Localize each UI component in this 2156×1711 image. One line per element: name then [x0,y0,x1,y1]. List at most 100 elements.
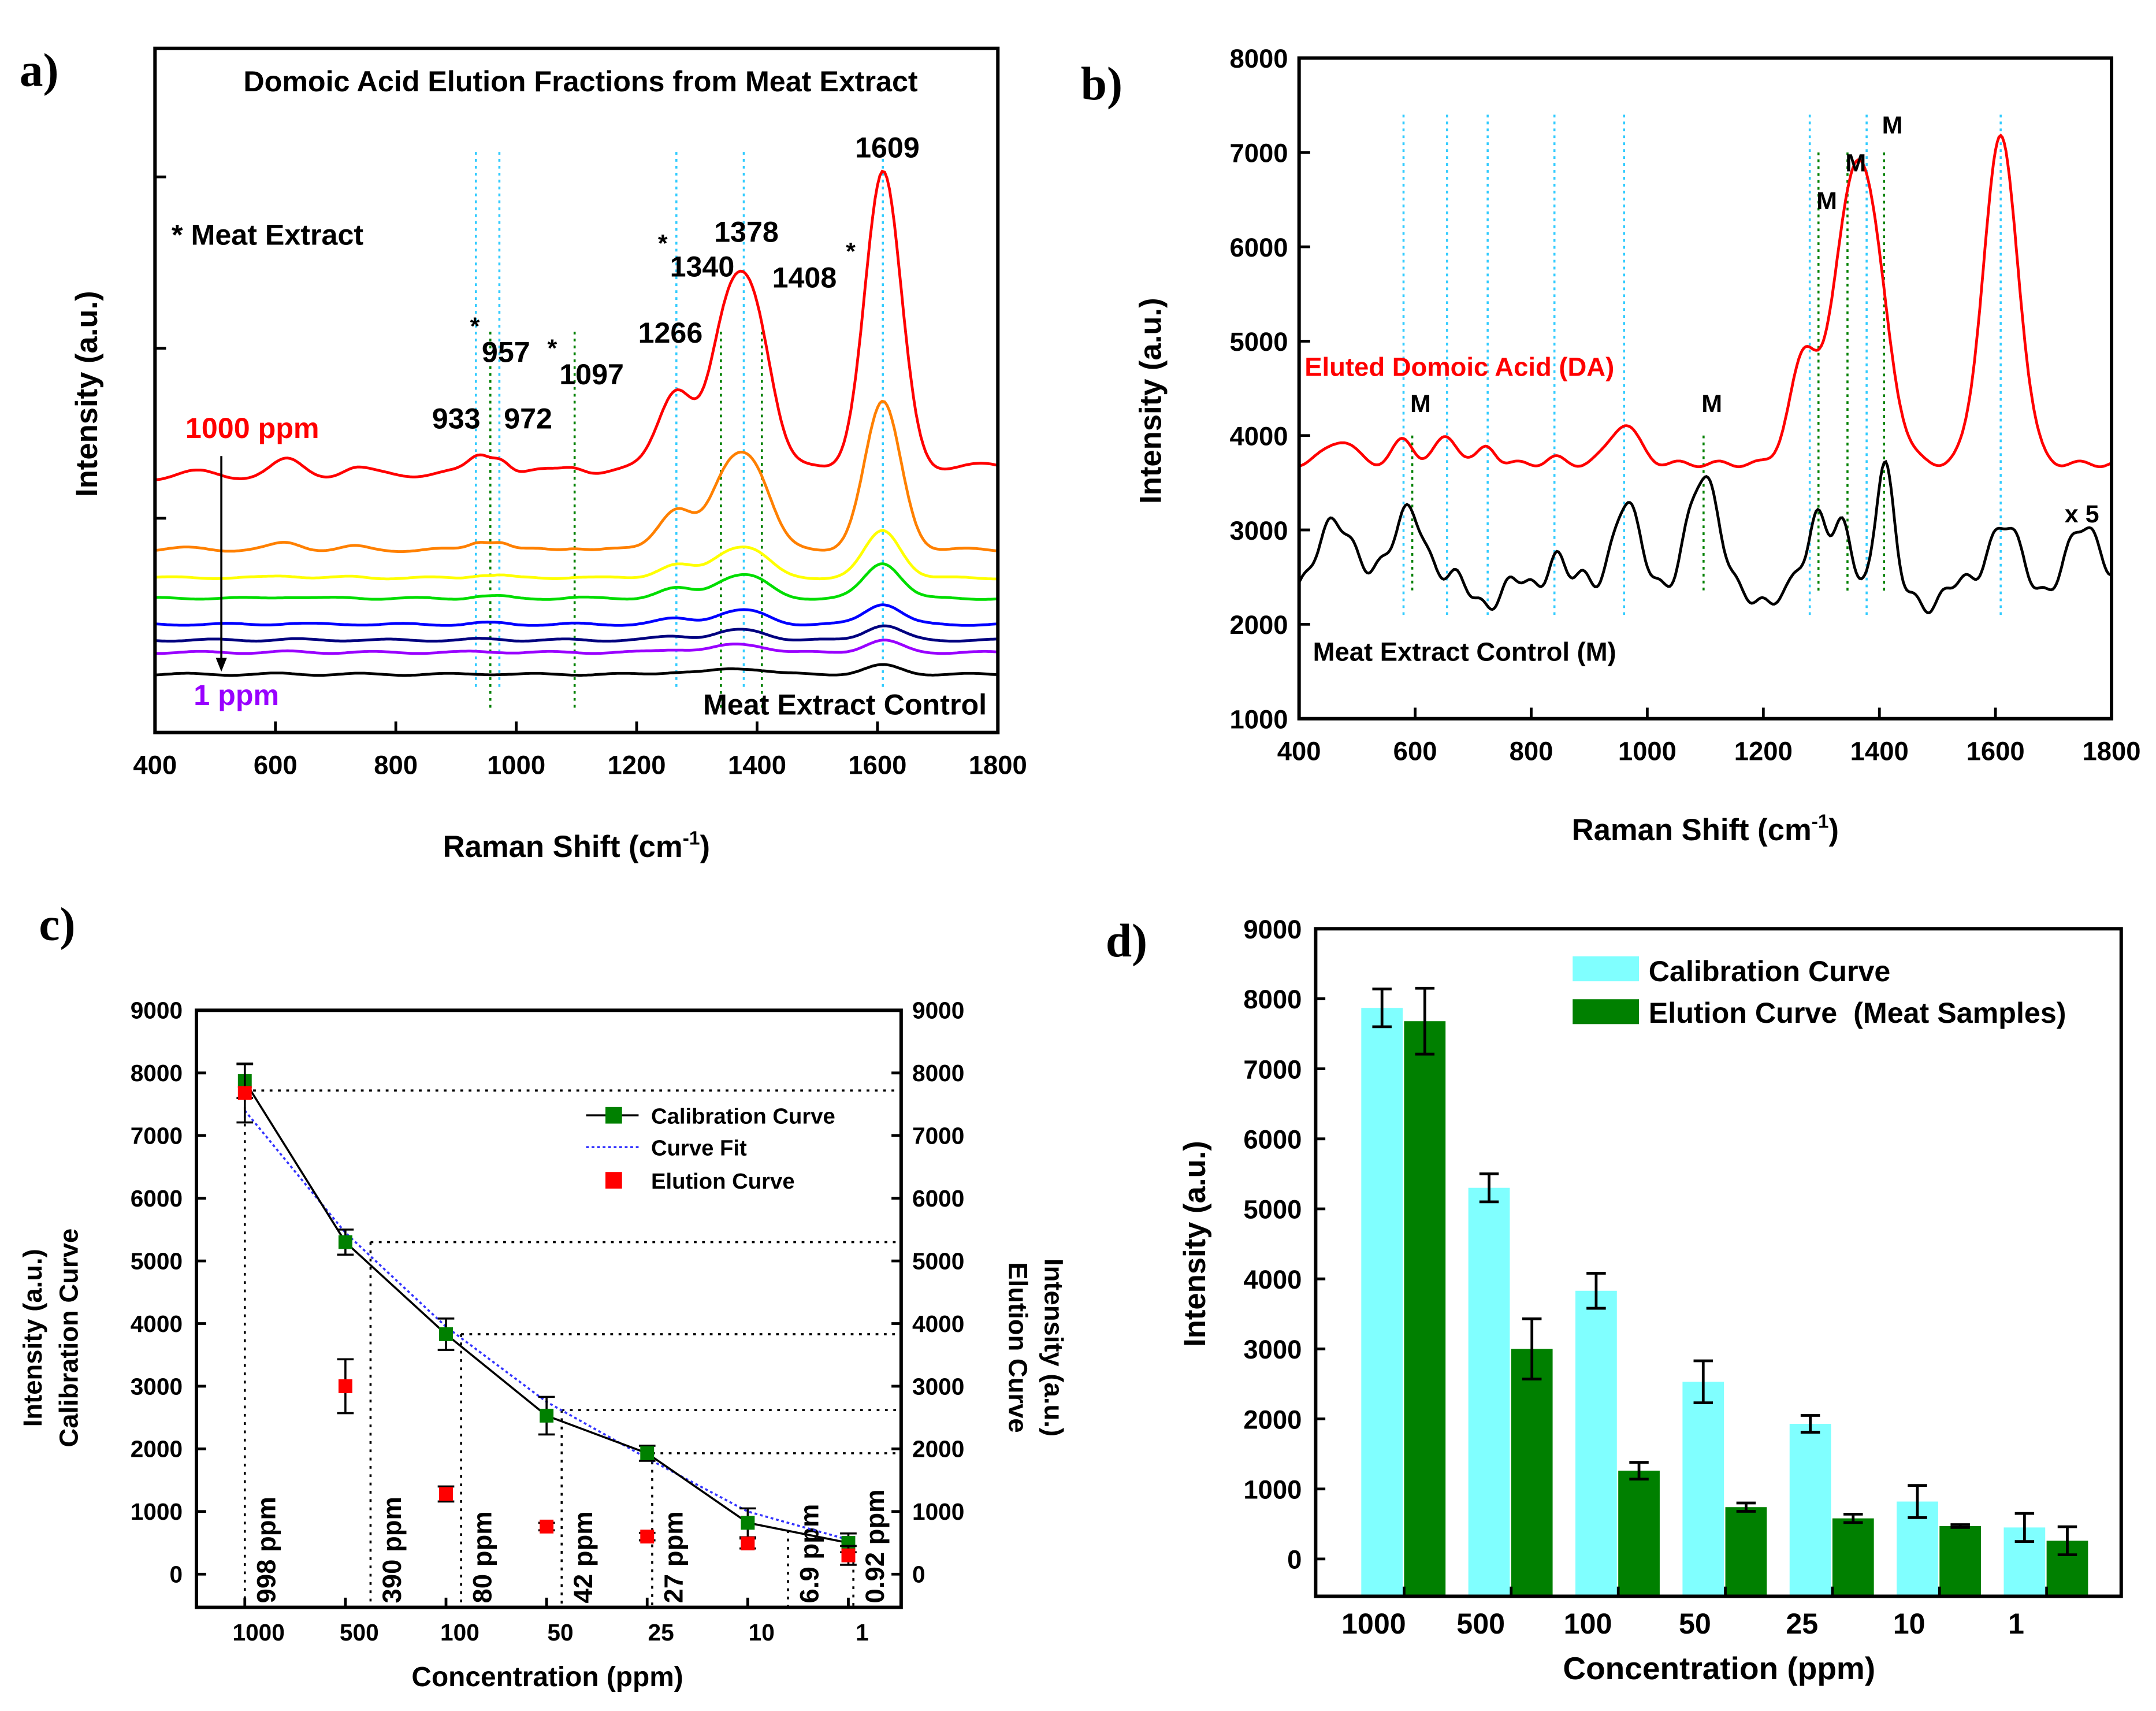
x-tick-label: 25 [648,1619,674,1646]
legend-calibration-swatch-icon [1573,956,1640,982]
legend-calibration: Calibration Curve [651,1104,835,1129]
y-tick-label-left: 4000 [131,1311,183,1337]
y-tick-label: 8000 [1229,44,1288,73]
x-tick-label: 1200 [607,750,666,780]
meat-extract-note: * Meat Extract [172,218,363,251]
legend-calibration-marker-icon [605,1107,622,1124]
y-tick-label-left: 8000 [131,1060,183,1086]
peak-label-1609: 1609 [855,132,920,164]
x-tick-label: 10 [749,1619,775,1646]
estimate-label: 390 ppm [377,1497,407,1603]
legend-elution: Elution Curve [651,1169,795,1194]
panel-a-label: a) [20,44,59,96]
spectrum-line-25-ppm [155,603,998,627]
calibration-point [741,1516,755,1530]
x-axis-label: Raman Shift (cm-1) [1572,811,1839,848]
y-axis-label: Intensity (a.u.) [1178,1141,1212,1347]
y-axis-label: Intensity (a.u.) [70,291,104,497]
x-tick-label: 500 [340,1619,379,1646]
x-tick-label: 1600 [1967,736,2025,766]
y-tick-label: 4000 [1243,1265,1302,1294]
calibration-point [540,1408,554,1423]
y-tick-label-left: 2000 [131,1436,183,1463]
y-tick-label: 3000 [1229,516,1288,545]
y-tick-label: 7000 [1243,1055,1302,1084]
panel-d-plot-frame [1314,927,2123,1598]
elution-point [237,1086,252,1100]
x-tick-label: 1000 [232,1619,284,1646]
y-axis-label-right-1: Intensity (a.u.) [1039,1259,1069,1437]
m-label: M [1816,187,1837,215]
calibration-point [439,1327,453,1341]
y-axis-label-right-2: Elution Curve [1003,1262,1032,1432]
arrow-head-icon [215,658,227,672]
y-tick-label: 8000 [1243,985,1302,1014]
spectrum-line-eluted-da [1298,133,2112,469]
elution-point [640,1530,655,1544]
y-tick-label-left: 0 [170,1561,183,1588]
estimate-label: 6.9 ppm [795,1504,824,1604]
x-tick-label: 400 [133,750,177,780]
estimate-label: 80 ppm [468,1511,497,1603]
x-tick-label: 1600 [848,750,906,780]
estimate-label: 998 ppm [251,1497,281,1603]
y-tick-label-left: 5000 [131,1248,183,1274]
m-label: M [1410,390,1431,418]
elution-bar [1618,1471,1660,1597]
elution-point [741,1536,755,1551]
peak-label-1097: 1097 [559,358,624,391]
x-tick-label: 600 [1393,736,1437,766]
spectrum-line-meat-extract-control [155,663,998,677]
x-tick-label: 500 [1456,1608,1505,1640]
x-tick-label: 100 [1564,1608,1612,1640]
y-tick-label-right: 4000 [912,1311,964,1337]
x-tick-label: 1800 [969,750,1027,780]
elution-point [841,1548,856,1562]
m-label: M [1701,390,1722,418]
y-axis-label-left-2: Calibration Curve [54,1228,83,1448]
peak-label-1378: 1378 [714,216,779,248]
chart-title: Domoic Acid Elution Fractions from Meat … [243,65,918,98]
y-tick-label: 0 [1287,1545,1302,1575]
y-tick-label-right: 7000 [912,1123,964,1149]
y-tick-label-left: 6000 [131,1185,183,1212]
spectrum-line-100-ppm [155,529,998,581]
y-tick-label-left: 7000 [131,1123,183,1149]
x-tick-label: 400 [1277,736,1321,766]
calibration-point [338,1235,352,1249]
legend-elution: Elution Curve (Meat Samples) [1649,997,2066,1029]
star-marker: * [846,238,856,266]
peak-label-1340: 1340 [670,250,735,283]
panel-b-plot-frame [1297,56,2114,721]
star-marker: * [470,313,480,340]
y-tick-label-left: 1000 [131,1498,183,1525]
elution-bar [1832,1518,1874,1597]
x-tick-label: 1200 [1734,736,1793,766]
legend-elution-swatch-icon [1573,999,1640,1025]
y-tick-label-left: 3000 [131,1373,183,1400]
y-tick-label-right: 8000 [912,1060,964,1086]
y-tick-label: 2000 [1229,610,1288,640]
panel-c-label: c) [39,898,75,950]
star-marker: * [658,229,668,257]
y-tick-label-right: 0 [912,1561,925,1588]
panel-a-plot-frame [153,46,1000,734]
panel-a: 400 600 800 1000 1200 1400 1600 1800 Domoic Acid… [70,46,1027,864]
y-tick-label: 3000 [1243,1335,1302,1364]
estimate-label: 0.92 ppm [860,1489,890,1603]
legend-elution-marker-icon [605,1172,622,1189]
spectrum-line-500-ppm [155,399,998,553]
x-tick-label: 1000 [1341,1608,1406,1640]
elution-bar [1511,1349,1553,1597]
panel-d-label: d) [1106,915,1147,967]
legend-curve-fit: Curve Fit [651,1136,747,1161]
estimate-label: 27 ppm [659,1511,689,1603]
star-marker: * [548,335,557,362]
y-tick-label: 5000 [1229,327,1288,357]
spectrum-line-10-ppm [155,624,998,643]
estimate-label: 42 ppm [568,1511,598,1603]
spectrum-line-1-ppm [155,639,998,655]
y-tick-label: 6000 [1229,233,1288,262]
m-label: M [1845,149,1866,177]
